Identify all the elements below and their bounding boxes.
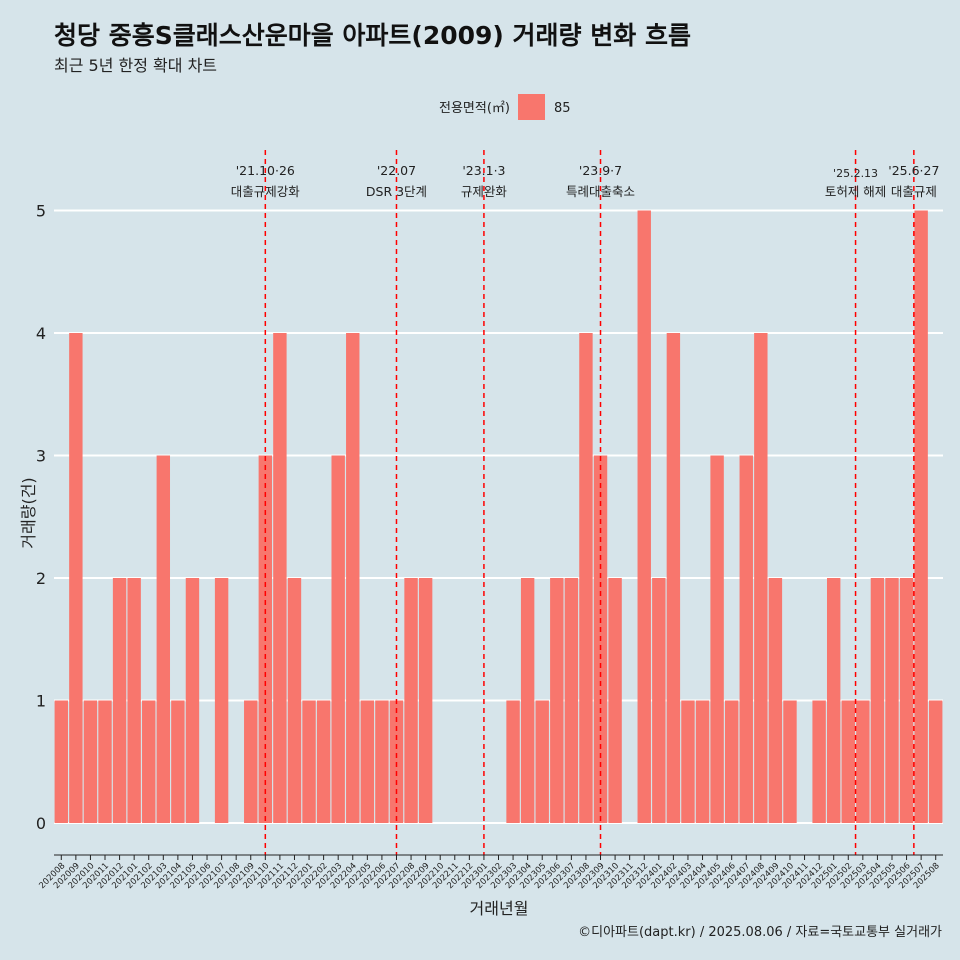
- bar: [54, 700, 68, 823]
- bar: [389, 700, 404, 823]
- bar: [579, 333, 593, 823]
- bar: [287, 578, 302, 823]
- bar: [899, 578, 914, 823]
- bar: [273, 333, 287, 823]
- bar: [404, 578, 418, 823]
- bar: [637, 210, 651, 823]
- y-tick-label: 3: [36, 447, 46, 466]
- bar: [142, 700, 156, 823]
- bar: [724, 700, 739, 823]
- event-annotations: '21.10·26 대출규제강화 '22.07 DSR 3단계 '23.1·3 규제완화 '…: [231, 150, 939, 855]
- chart-subtitle: 최근 5년 한정 확대 차트: [54, 56, 218, 75]
- event-label: 규제완화: [461, 184, 508, 199]
- bar: [83, 700, 98, 823]
- bar: [185, 578, 200, 823]
- chart-title: 청당 중흥S클래스산운마을 아파트(2009) 거래량 변화 흐름: [54, 21, 691, 50]
- bar: [418, 578, 433, 823]
- bar: [681, 700, 695, 823]
- event-date-label: '25.2.13: [833, 167, 878, 180]
- bar: [826, 578, 841, 823]
- y-tick-label: 2: [36, 569, 46, 588]
- bar: [914, 210, 928, 823]
- event-date-label: '23.9·7: [579, 163, 622, 178]
- x-axis: 2020082020092020102020112020122021012021…: [37, 854, 943, 891]
- bar: [302, 700, 316, 823]
- bar: [127, 578, 141, 823]
- event-date-label: '23.1·3: [462, 163, 505, 178]
- y-tick-label: 1: [36, 692, 46, 711]
- bar: [112, 578, 127, 823]
- bar: [244, 700, 258, 823]
- bar: [885, 578, 899, 823]
- legend-entry-label: 85: [554, 101, 571, 116]
- event-date-label: '22.07: [377, 163, 416, 178]
- legend: 전용면적(㎡) 85: [439, 94, 571, 120]
- bar: [375, 700, 389, 823]
- event-label: 대출규제: [891, 184, 937, 199]
- y-tick-label: 4: [36, 324, 46, 343]
- bars: [54, 210, 943, 823]
- bar: [214, 578, 229, 823]
- y-tick-label: 5: [36, 202, 46, 221]
- source-caption: ©디아파트(dapt.kr) / 2025.08.06 / 자료=국토교통부 실…: [578, 925, 942, 940]
- bar: [754, 333, 768, 823]
- y-axis-ticks: 0 1 2 3 4 5: [36, 202, 46, 834]
- bar: [783, 700, 797, 823]
- bar: [506, 700, 520, 823]
- y-axis-label: 거래량(건): [19, 477, 38, 548]
- event-label: 대출규제강화: [231, 184, 301, 199]
- bar: [171, 700, 185, 823]
- bar: [695, 700, 710, 823]
- event-label: DSR 3단계: [366, 184, 427, 199]
- legend-title: 전용면적(㎡): [439, 101, 510, 116]
- bar: [564, 578, 579, 823]
- bar: [360, 700, 375, 823]
- x-axis-label: 거래년월: [470, 899, 529, 918]
- bar: [652, 578, 666, 823]
- bar: [535, 700, 549, 823]
- bar: [929, 700, 943, 823]
- bar: [768, 578, 783, 823]
- bar: [331, 455, 345, 823]
- bar: [346, 333, 360, 823]
- bar: [316, 700, 331, 823]
- bar: [812, 700, 826, 823]
- bar: [608, 578, 622, 823]
- bar: [550, 578, 564, 823]
- bar: [98, 700, 112, 823]
- bar: [739, 455, 753, 823]
- bar: [710, 455, 724, 823]
- legend-key: [518, 94, 545, 120]
- bar: [870, 578, 885, 823]
- bar: [520, 578, 535, 823]
- event-date-label: '25.6·27: [888, 163, 939, 178]
- bar: [856, 700, 870, 823]
- bar: [69, 333, 83, 823]
- bar: [841, 700, 855, 823]
- bar: [666, 333, 681, 823]
- event-date-label: '21.10·26: [236, 163, 295, 178]
- event-label: 토허제 해제: [825, 184, 886, 199]
- event-label: 특례대출축소: [566, 184, 635, 199]
- y-tick-label: 0: [36, 814, 46, 833]
- bar: [156, 455, 171, 823]
